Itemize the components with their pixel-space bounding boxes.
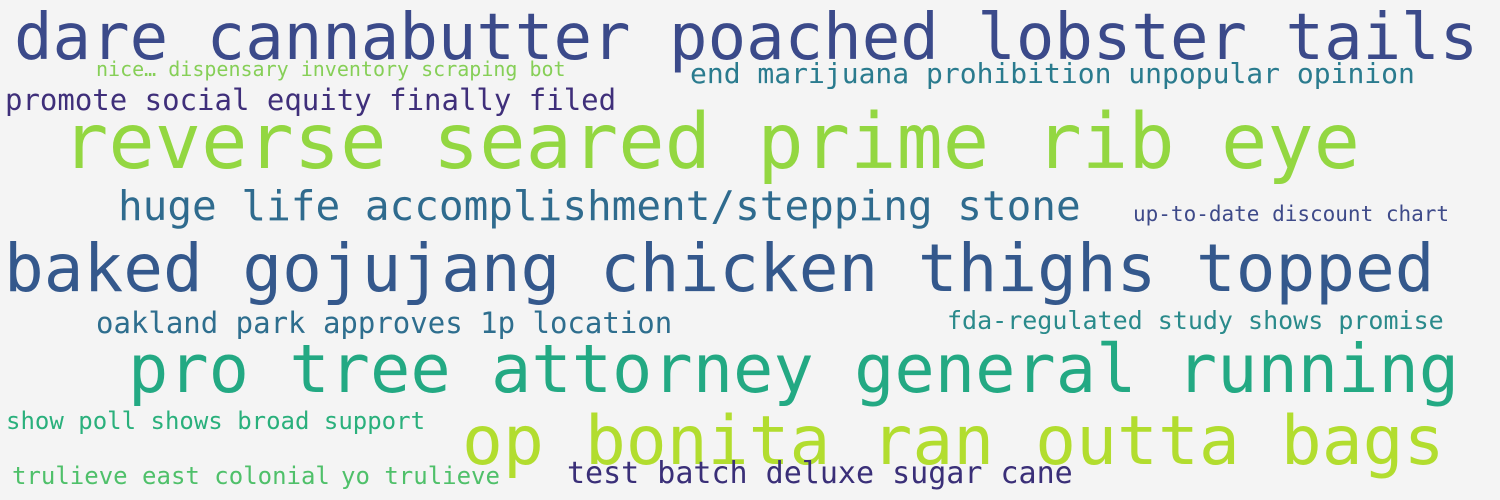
- phrase-end-prohibition: end marijuana prohibition unpopular opin…: [690, 57, 1415, 90]
- phrase-dare-cannabutter: dare cannabutter poached lobster tails: [14, 1, 1479, 75]
- phrase-trulieve-east-colonial: trulieve east colonial: [12, 462, 330, 490]
- phrase-poll-support: show poll shows broad support: [6, 407, 426, 435]
- phrase-attorney-general: pro tree attorney general running: [128, 330, 1460, 408]
- phrase-oakland-park: oakland park approves 1p location: [96, 306, 673, 340]
- phrase-dispensary-inventory: nice… dispensary inventory scraping bot: [96, 57, 566, 81]
- phrase-yo-trulieve: yo trulieve: [341, 462, 500, 490]
- phrase-test-batch: test batch deluxe sugar cane: [567, 456, 1073, 491]
- phrase-reverse-seared: reverse seared prime rib eye: [62, 98, 1361, 187]
- phrase-gojujang-chicken: baked gojujang chicken thighs topped: [4, 230, 1435, 307]
- phrase-fda-regulated: fda-regulated study shows promise: [947, 306, 1444, 335]
- phrase-social-equity: promote social equity finally filed: [5, 83, 617, 117]
- phrase-life-accomplishment: huge life accomplishment/stepping stone: [118, 182, 1081, 230]
- phrase-discount-chart: up-to-date discount chart: [1133, 202, 1450, 226]
- phrase-bonita-bags: op bonita ran outta bags: [462, 402, 1445, 481]
